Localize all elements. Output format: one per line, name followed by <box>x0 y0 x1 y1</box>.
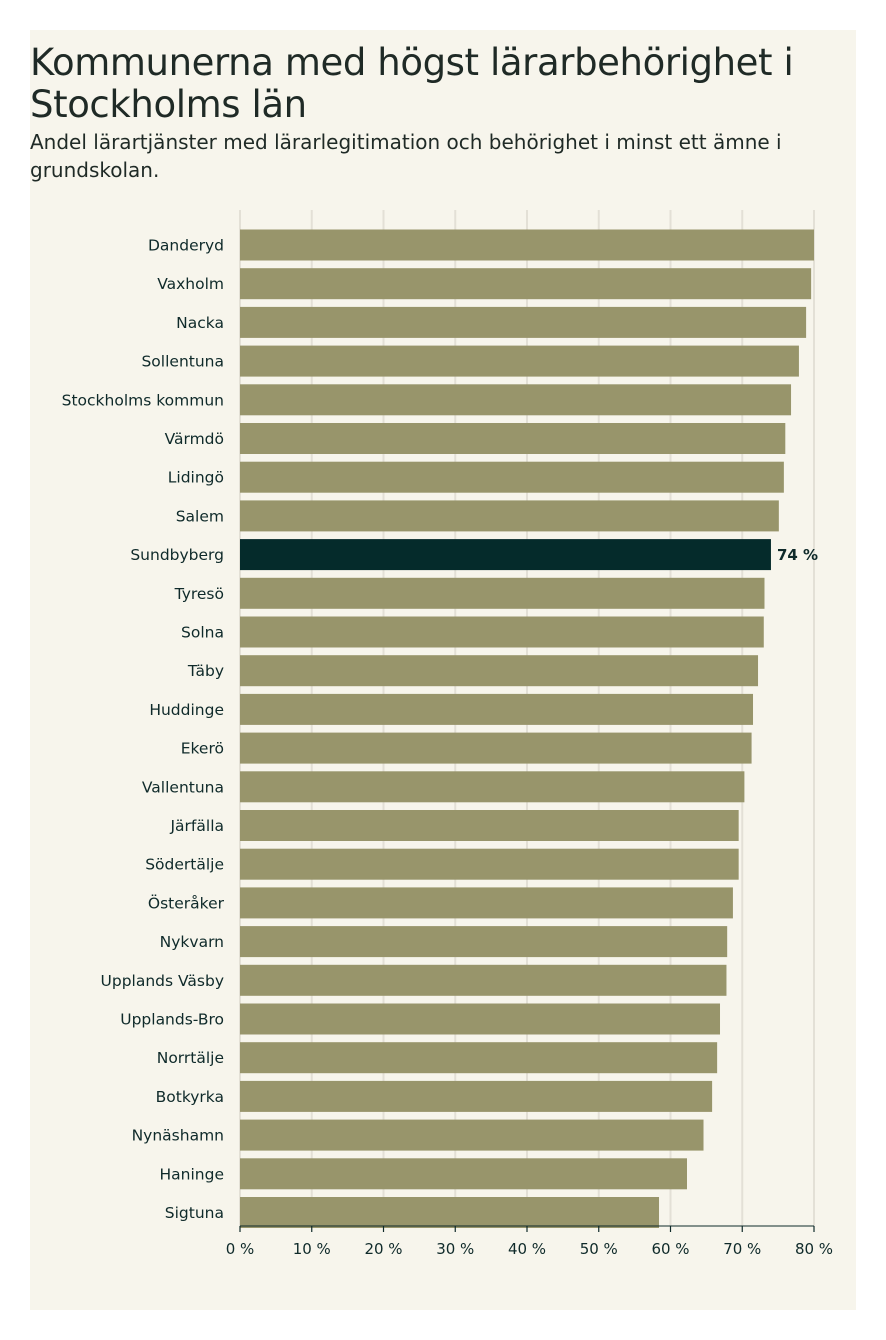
category-label: Värmdö <box>165 430 224 448</box>
tick-label: 70 % <box>723 1240 761 1258</box>
bar-sollentuna <box>240 345 799 377</box>
tick-label: 20 % <box>364 1240 402 1258</box>
bar-salem <box>240 500 779 532</box>
bar-södertälje <box>240 848 739 880</box>
category-label: Lidingö <box>168 469 224 487</box>
bar-danderyd <box>240 229 814 261</box>
bar-nacka <box>240 306 807 338</box>
bar-chart: Danderyd Vaxholm Nacka Sollentuna Stockholms… <box>62 210 833 1258</box>
category-label: Norrtälje <box>157 1049 224 1067</box>
tick-label: 0 % <box>226 1240 255 1258</box>
category-label: Österåker <box>148 893 225 912</box>
bar-ekerö <box>240 732 752 764</box>
bar-vaxholm <box>240 268 812 300</box>
tick-label: 30 % <box>436 1240 474 1258</box>
category-label: Nykvarn <box>160 933 224 951</box>
bar-täby <box>240 655 759 687</box>
bar-järfälla <box>240 810 739 841</box>
data-label-highlight: 74 % <box>777 546 818 564</box>
bar-solna <box>240 616 764 648</box>
tick-label: 60 % <box>651 1240 689 1258</box>
bar-haninge <box>240 1158 688 1190</box>
category-label: Upplands-Bro <box>120 1011 224 1029</box>
bar-nykvarn <box>240 926 728 958</box>
bar-upplands-bro <box>240 1003 721 1035</box>
tick-label: 50 % <box>580 1240 618 1258</box>
bar-norrtälje <box>240 1042 718 1074</box>
category-label: Täby <box>187 662 224 680</box>
category-label: Sundbyberg <box>130 546 224 564</box>
bar-sigtuna <box>240 1197 660 1228</box>
bar-sundbyberg <box>240 539 771 571</box>
category-label: Salem <box>176 507 224 525</box>
bar-tyresö <box>240 577 765 609</box>
bar-österåker <box>240 887 733 919</box>
bar-lidingö <box>240 461 784 493</box>
chart-subtitle: Andel lärartjänster med lärarlegitimatio… <box>30 130 782 182</box>
category-label: Södertälje <box>145 856 224 874</box>
category-label: Haninge <box>160 1165 224 1183</box>
chart-panel: Kommunerna med högst lärarbehörighet i S… <box>30 30 856 1310</box>
category-label: Tyresö <box>174 585 224 603</box>
tick-label: 40 % <box>508 1240 546 1258</box>
bar-botkyrka <box>240 1080 713 1112</box>
category-label: Vaxholm <box>157 275 224 293</box>
bar-nynäshamn <box>240 1119 704 1151</box>
category-label: Sigtuna <box>165 1204 224 1222</box>
bar-huddinge <box>240 693 754 725</box>
category-label: Nynäshamn <box>132 1127 224 1145</box>
category-label: Solna <box>181 624 224 642</box>
bar-värmdö <box>240 423 786 454</box>
category-label: Botkyrka <box>156 1088 224 1106</box>
bar-upplands-väsby <box>240 964 727 996</box>
category-label: Sollentuna <box>141 353 224 371</box>
category-label: Vallentuna <box>142 778 224 796</box>
tick-label: 10 % <box>293 1240 331 1258</box>
bar-stockholms-kommun <box>240 384 792 416</box>
category-label: Upplands Väsby <box>101 972 224 990</box>
category-label: Huddinge <box>149 701 224 719</box>
chart-title: Kommunerna med högst lärarbehörighet i S… <box>30 41 794 126</box>
category-label: Järfälla <box>169 817 224 835</box>
category-label: Ekerö <box>181 740 224 758</box>
category-label: Danderyd <box>148 237 224 255</box>
tick-label: 80 % <box>795 1240 833 1258</box>
bar-vallentuna <box>240 771 745 803</box>
category-label: Stockholms kommun <box>62 391 224 409</box>
category-label: Nacka <box>176 314 224 332</box>
